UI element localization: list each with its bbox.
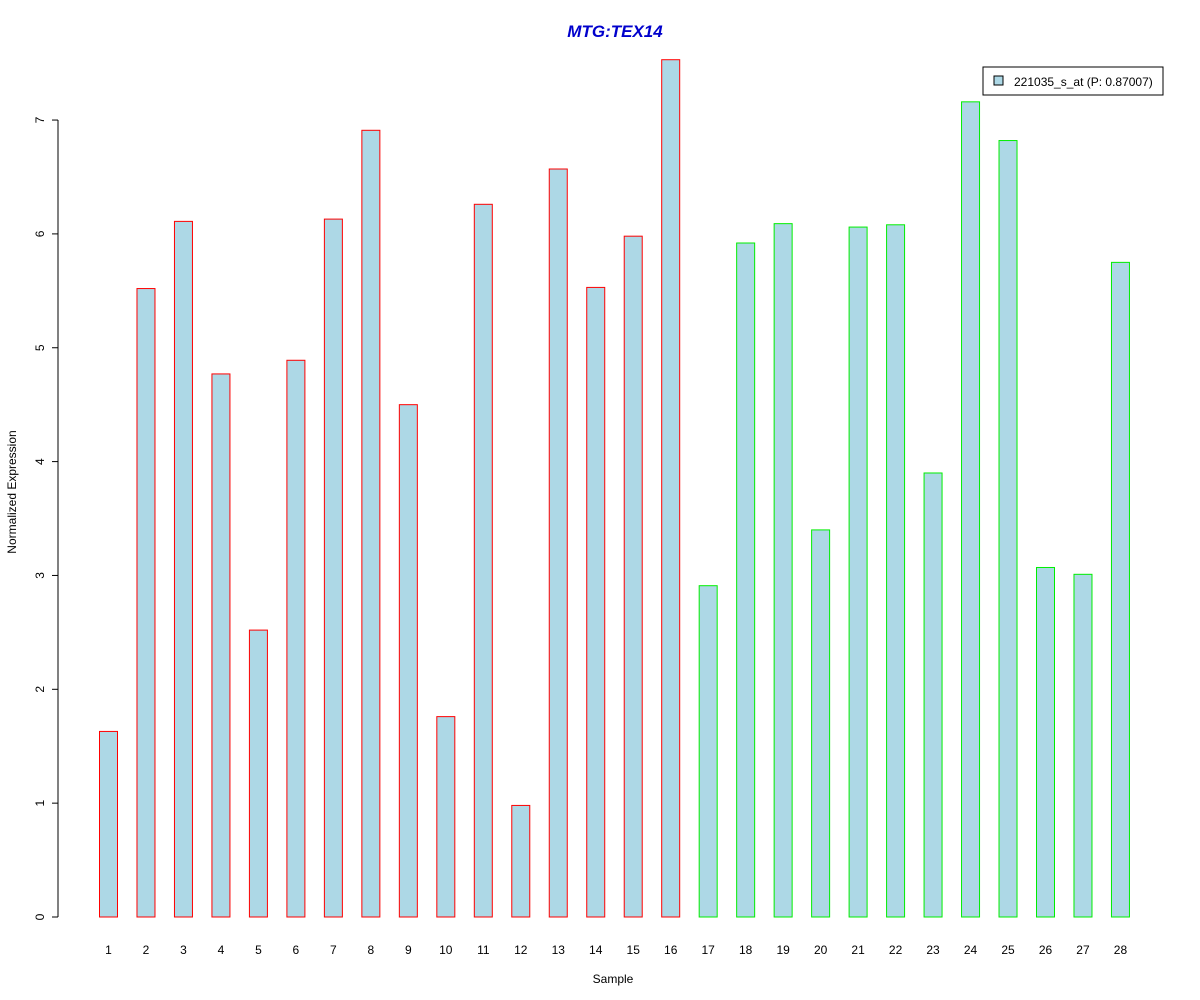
x-tick-label: 3 — [180, 943, 187, 957]
x-tick-label: 22 — [889, 943, 903, 957]
y-tick-label: 7 — [33, 116, 47, 123]
bar-sample-23 — [923, 472, 943, 918]
bar-sample-25 — [998, 140, 1018, 918]
bar-sample-22 — [886, 224, 906, 918]
x-tick-label: 7 — [330, 943, 337, 957]
y-tick-label: 6 — [33, 230, 47, 237]
x-tick-label: 23 — [926, 943, 940, 957]
legend-box — [982, 66, 1164, 96]
x-tick-label: 18 — [739, 943, 753, 957]
bar-sample-28 — [1110, 261, 1130, 918]
y-axis: 0 1 2 3 4 5 6 7 — [33, 116, 59, 920]
x-tick-label: 26 — [1039, 943, 1053, 957]
legend-swatch — [993, 75, 1004, 86]
bar-sample-6 — [286, 359, 306, 918]
x-tick-label: 21 — [851, 943, 865, 957]
x-tick-label: 12 — [514, 943, 528, 957]
bar-sample-18 — [736, 242, 756, 918]
x-axis-label: Sample — [593, 972, 634, 986]
bar-sample-13 — [548, 168, 568, 918]
x-tick-label: 24 — [964, 943, 978, 957]
bar-sample-10 — [436, 716, 456, 918]
bar-sample-5 — [248, 629, 268, 918]
bar-sample-12 — [511, 804, 531, 918]
legend-label: 221035_s_at (P: 0.87007) — [1014, 75, 1153, 89]
x-tick-label: 16 — [664, 943, 678, 957]
bar-sample-3 — [173, 220, 193, 918]
bar-sample-1 — [99, 730, 118, 918]
y-tick-label: 0 — [33, 913, 47, 920]
bar-sample-8 — [361, 129, 381, 918]
x-tick-label: 13 — [552, 943, 566, 957]
x-tick-label: 8 — [368, 943, 375, 957]
x-tick-label: 5 — [255, 943, 262, 957]
bar-sample-17 — [698, 585, 718, 918]
x-tick-label: 2 — [143, 943, 150, 957]
bar-sample-27 — [1073, 573, 1093, 918]
bar-sample-7 — [323, 218, 343, 918]
x-tick-label: 9 — [405, 943, 412, 957]
bar-sample-9 — [398, 404, 418, 918]
x-axis-ticks: 1 2 3 4 5 6 7 8 9 10 11 12 13 14 15 16 17 18 19 20 21 22 23 24 2… — [105, 943, 1127, 957]
y-tick-label: 3 — [33, 572, 47, 579]
x-tick-label: 28 — [1114, 943, 1128, 957]
bar-sample-19 — [773, 223, 793, 918]
bar-sample-26 — [1036, 566, 1055, 918]
x-tick-label: 20 — [814, 943, 828, 957]
bar-sample-16 — [661, 59, 681, 918]
bar-sample-24 — [961, 101, 981, 918]
bar-sample-20 — [811, 529, 831, 918]
bar-sample-14 — [586, 286, 606, 918]
x-tick-label: 17 — [702, 943, 716, 957]
y-tick-label: 2 — [33, 686, 47, 693]
x-tick-label: 14 — [589, 943, 603, 957]
bar-sample-15 — [623, 235, 643, 918]
bar-sample-2 — [136, 288, 156, 918]
bar-sample-4 — [211, 373, 231, 918]
x-tick-label: 4 — [218, 943, 225, 957]
legend: 221035_s_at (P: 0.87007) — [982, 66, 1164, 96]
y-axis-label: Normalized Expression — [5, 430, 19, 553]
bar-sample-21 — [848, 226, 868, 918]
x-tick-label: 25 — [1001, 943, 1015, 957]
x-tick-label: 11 — [477, 943, 490, 957]
y-tick-label: 1 — [33, 799, 47, 806]
x-tick-label: 6 — [293, 943, 300, 957]
x-tick-label: 15 — [627, 943, 641, 957]
x-tick-label: 1 — [105, 943, 112, 957]
x-tick-label: 27 — [1076, 943, 1090, 957]
chart-title: MTG:TEX14 — [567, 22, 663, 41]
bars — [99, 59, 1130, 918]
y-tick-label: 4 — [33, 458, 47, 465]
x-tick-label: 10 — [439, 943, 453, 957]
y-tick-label: 5 — [33, 344, 47, 351]
bar-sample-11 — [473, 203, 493, 918]
x-tick-label: 19 — [776, 943, 790, 957]
